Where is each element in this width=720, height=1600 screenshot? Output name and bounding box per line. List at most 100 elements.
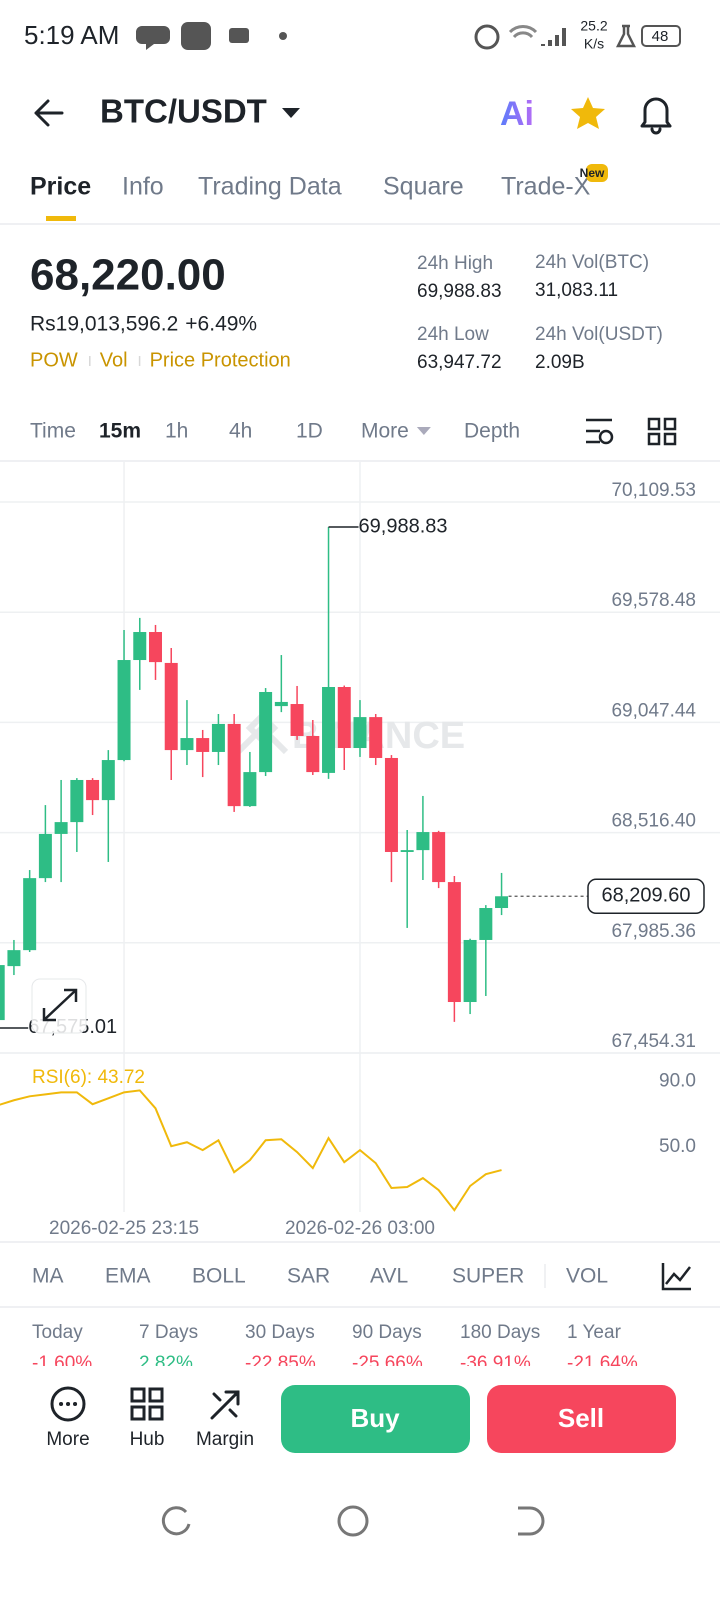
last-price: 68,220.00 [30, 251, 226, 300]
indicator[interactable]: AVL [370, 1265, 408, 1288]
stat-value: 69,988.83 [417, 281, 502, 302]
candle-body [400, 850, 414, 852]
sell-label[interactable]: Sell [558, 1403, 604, 1433]
candle-body [384, 757, 398, 852]
stat-value: 2.09B [535, 352, 585, 373]
settings-icon[interactable] [586, 418, 612, 444]
net-unit: K/s [584, 36, 604, 52]
chat-icon [136, 26, 170, 50]
y-tick-label: 67,454.31 [611, 1031, 696, 1052]
y-tick-label: 67,985.36 [611, 921, 696, 942]
candle-body [306, 735, 320, 773]
last-price-label: 68,209.60 [602, 885, 691, 907]
tab[interactable]: Trade-X [501, 173, 591, 201]
buy-button[interactable] [281, 1385, 470, 1453]
tags: POW Vol Price Protection [30, 349, 291, 371]
nav-home[interactable] [337, 1505, 369, 1537]
candle-body [149, 632, 162, 663]
bell-icon[interactable] [640, 97, 672, 135]
price-change: +6.49% [185, 313, 257, 336]
timeframe[interactable]: 4h [229, 420, 252, 443]
candle-body [274, 701, 288, 707]
period-label: 1 Year [567, 1322, 622, 1343]
nav-back[interactable] [518, 1506, 545, 1536]
fiat-price: Rs19,013,596.2 [30, 313, 178, 336]
pair-dropdown[interactable] [282, 108, 300, 118]
dot-icon [279, 32, 287, 40]
tab[interactable]: Info [122, 173, 164, 201]
stat-value: 31,083.11 [535, 280, 618, 301]
tab[interactable]: Trading Data [198, 173, 342, 201]
indicator[interactable]: SAR [287, 1265, 330, 1288]
hub-icon[interactable] [130, 1387, 164, 1421]
y-tick-label: 70,109.53 [611, 480, 696, 501]
indicator[interactable]: MA [32, 1265, 64, 1288]
tag[interactable]: Price Protection [150, 349, 291, 371]
tab[interactable]: Price [30, 173, 91, 201]
tag[interactable]: POW [30, 349, 78, 371]
indicator-title: RSI(6): 43.72 [32, 1067, 145, 1088]
period-change: -22.85% [245, 1353, 316, 1374]
indicator[interactable]: VOL [566, 1265, 608, 1288]
period-label: 180 Days [460, 1322, 540, 1343]
app-icon [181, 22, 211, 50]
candle-body [180, 738, 194, 751]
period-label: Today [32, 1322, 83, 1343]
action-label[interactable]: Hub [130, 1429, 165, 1450]
indicator[interactable]: EMA [105, 1265, 151, 1288]
nav-recent[interactable] [161, 1506, 191, 1536]
ai-button[interactable]: Ai [500, 95, 534, 133]
timeframe[interactable]: Time [30, 420, 76, 443]
signal-icon [541, 28, 566, 46]
candle-body [259, 691, 273, 773]
alarm-icon [474, 24, 500, 50]
action-label[interactable]: More [46, 1429, 89, 1450]
expand-icon [42, 988, 78, 1022]
sell-button[interactable] [487, 1385, 676, 1453]
candle-body [416, 832, 430, 851]
margin-icon[interactable] [210, 1390, 240, 1420]
buy-label[interactable]: Buy [350, 1403, 400, 1433]
candle-body [432, 832, 446, 883]
candle-body [0, 965, 5, 1021]
timeframes: Time 15m 1h 4h 1D More Depth [30, 420, 520, 443]
net-speed: 25.2 [580, 18, 607, 34]
timeframe[interactable]: 1D [296, 420, 323, 443]
candle-body [164, 662, 178, 751]
action-label[interactable]: Margin [196, 1429, 254, 1450]
more-icon[interactable] [50, 1386, 86, 1422]
performance: Today -1.60% 7 Days 2.82% 30 Days -22.85% 90 D… [32, 1322, 638, 1374]
timeframe[interactable]: Depth [464, 420, 520, 443]
settings-gear [598, 429, 614, 445]
rsi-line [0, 1089, 502, 1212]
layout-icon[interactable] [647, 417, 677, 446]
timeframe[interactable]: More [361, 420, 409, 443]
candle-body [447, 882, 461, 1003]
candle-body [243, 772, 257, 807]
candle-body [479, 908, 493, 940]
timeframe[interactable]: 1h [165, 420, 188, 443]
message-icon [229, 28, 249, 43]
candle-body [86, 779, 100, 801]
indicator[interactable]: SUPER [452, 1265, 524, 1288]
candle-body [38, 833, 52, 879]
tag[interactable]: Vol [100, 349, 128, 371]
tabs: Price Info Trading Data Square Trade-X [30, 173, 591, 201]
stats: 24h High 69,988.83 24h Vol(BTC) 31,083.11 24… [417, 252, 663, 373]
timeframe[interactable]: 15m [99, 420, 141, 443]
pair-title[interactable]: BTC/USDT [100, 93, 267, 130]
tab-indicator [46, 216, 76, 221]
new-badge: New [580, 166, 605, 180]
y-tick-label: 69,578.48 [611, 590, 696, 611]
period-label: 30 Days [245, 1322, 315, 1343]
favorite-star[interactable] [571, 97, 605, 129]
back-button[interactable] [34, 99, 64, 127]
indicator[interactable]: BOLL [192, 1265, 246, 1288]
more-caret [416, 427, 431, 435]
tab[interactable]: Square [383, 173, 464, 201]
period-change: 2.82% [139, 1353, 193, 1374]
battery-icon [641, 25, 681, 47]
period-label: 7 Days [139, 1322, 198, 1343]
indicator-settings[interactable] [661, 1263, 691, 1291]
